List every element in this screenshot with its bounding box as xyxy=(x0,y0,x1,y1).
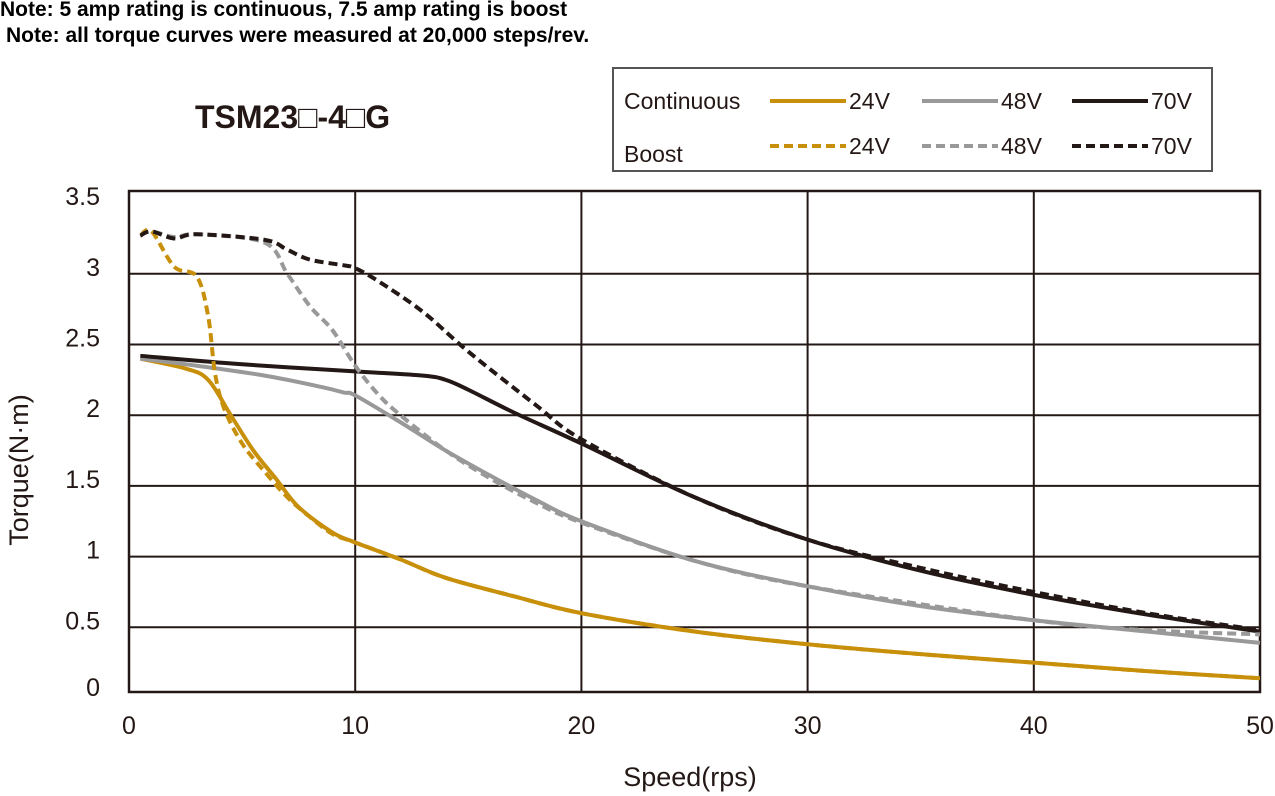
series-group xyxy=(139,227,1261,681)
series-line-boost-70v xyxy=(139,229,1261,633)
legend-label: 24V xyxy=(849,88,891,114)
legend: Continuous Boost 24V 48V 70V 24V 48V 70V xyxy=(612,67,1213,172)
grid xyxy=(127,189,1262,694)
y-axis-label: Torque(N·m) xyxy=(4,394,34,546)
legend-label: 70V xyxy=(1151,88,1193,114)
plot-frame xyxy=(127,189,1262,694)
y-tick-label: 3 xyxy=(86,254,100,282)
legend-label: 48V xyxy=(1001,133,1043,159)
y-tick-label: 0.5 xyxy=(65,607,100,635)
y-tick-label: 3.5 xyxy=(65,183,100,211)
x-axis-label: Speed(rps) xyxy=(623,762,757,792)
legend-row-label: Continuous xyxy=(624,88,740,114)
series-line-boost-48v xyxy=(139,229,1261,637)
x-tick-label: 0 xyxy=(122,712,136,740)
y-tick-label: 2.5 xyxy=(65,325,100,353)
legend-label: 70V xyxy=(1151,133,1193,159)
x-tick-label: 20 xyxy=(567,712,595,740)
x-tick-label: 40 xyxy=(1020,712,1048,740)
x-tick-label: 30 xyxy=(794,712,822,740)
legend-box xyxy=(612,67,1213,172)
tick-labels: 0 0.5 1 1.5 2 2.5 3 3.5 0 10 20 30 40 50 xyxy=(65,183,1274,740)
legend-label: 24V xyxy=(849,133,891,159)
note-measurement: Note: all torque curves were measured at… xyxy=(6,24,590,47)
chart-title: TSM23□-4□G xyxy=(195,99,390,135)
x-tick-label: 10 xyxy=(341,712,369,740)
y-tick-label: 1.5 xyxy=(65,466,100,494)
series-line-continuous-70v xyxy=(140,353,1261,634)
series-line-boost-24v xyxy=(139,227,1261,681)
y-tick-label: 0 xyxy=(86,674,100,702)
y-tick-label: 1 xyxy=(86,537,100,565)
legend-label: 48V xyxy=(1001,88,1043,114)
note-rating: Note: 5 amp rating is continuous, 7.5 am… xyxy=(0,0,568,21)
y-tick-label: 2 xyxy=(86,395,100,423)
series-line-continuous-24v xyxy=(139,356,1261,681)
legend-row-label: Boost xyxy=(624,141,683,167)
x-tick-label: 50 xyxy=(1246,712,1274,740)
